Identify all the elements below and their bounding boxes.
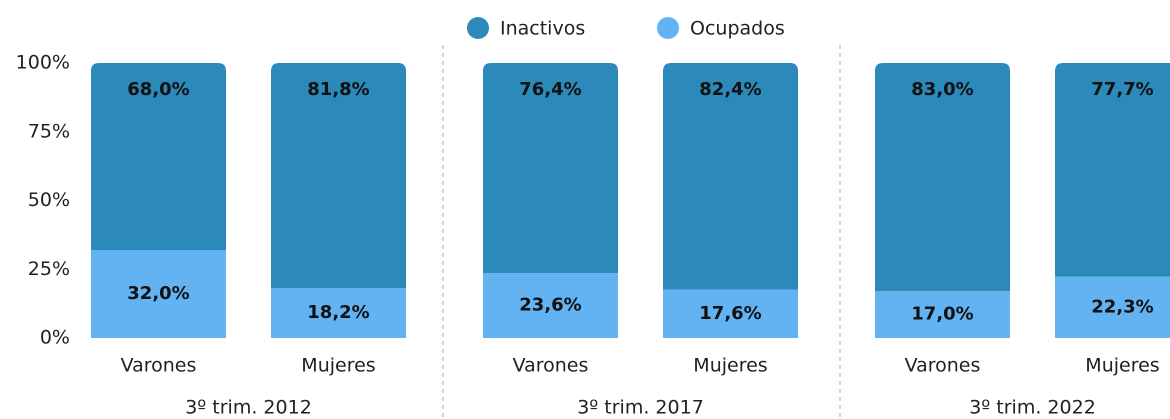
value-label: 76,4% (519, 79, 581, 100)
x-tick-label: Mujeres (1085, 355, 1159, 377)
legend-label: Ocupados (690, 18, 785, 40)
x-tick-label: Varones (905, 355, 981, 377)
y-tick-label: 50% (28, 189, 70, 211)
y-tick-label: 0% (40, 327, 70, 349)
bar-segment (91, 63, 226, 250)
y-tick-label: 75% (28, 120, 70, 142)
value-label: 18,2% (307, 302, 369, 323)
bar-segment (875, 291, 1010, 338)
value-label: 82,4% (699, 79, 761, 100)
y-tick-label: 100% (16, 52, 70, 74)
bar-segment (1055, 276, 1170, 338)
bar-segment (663, 63, 798, 290)
value-label: 77,7% (1091, 79, 1153, 100)
bar-segment (91, 250, 226, 338)
value-label: 81,8% (307, 79, 369, 100)
y-tick-label: 25% (28, 258, 70, 280)
group-label: 3º trim. 2012 (185, 397, 312, 419)
value-label: 68,0% (127, 79, 189, 100)
group-label: 3º trim. 2022 (969, 397, 1096, 419)
bar-segment (271, 63, 406, 288)
value-label: 22,3% (1091, 296, 1153, 317)
bar-segment (875, 63, 1010, 292)
x-tick-label: Varones (513, 355, 589, 377)
x-tick-label: Mujeres (693, 355, 767, 377)
bar-segment (663, 289, 798, 338)
value-label: 83,0% (911, 79, 973, 100)
group-label: 3º trim. 2017 (577, 397, 704, 419)
value-label: 17,6% (699, 303, 761, 324)
legend-swatch (467, 17, 489, 39)
value-label: 23,6% (519, 295, 581, 316)
legend-swatch (657, 17, 679, 39)
x-tick-label: Mujeres (301, 355, 375, 377)
bar-segment (483, 63, 618, 274)
bar-segment (1055, 63, 1170, 277)
bar-segment (271, 287, 406, 338)
value-label: 32,0% (127, 283, 189, 304)
bar-segment (483, 273, 618, 338)
legend-label: Inactivos (500, 18, 585, 40)
value-label: 17,0% (911, 304, 973, 325)
x-tick-label: Varones (121, 355, 197, 377)
